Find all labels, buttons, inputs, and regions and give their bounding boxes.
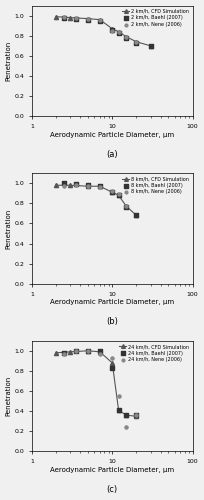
8 km/h, CFD Simulation bbox=[87, 183, 89, 189]
Y-axis label: Penetration: Penetration bbox=[6, 208, 12, 248]
2 km/h, Baehl (2007) bbox=[62, 14, 65, 22]
X-axis label: Aerodynamic Particle Diameter, μm: Aerodynamic Particle Diameter, μm bbox=[50, 467, 174, 473]
8 km/h, Baehl (2007) bbox=[111, 188, 114, 196]
Legend: 8 km/h, CFD Simulation, 8 km/h, Baehl (2007), 8 km/h, Nene (2006): 8 km/h, CFD Simulation, 8 km/h, Baehl (2… bbox=[121, 176, 190, 196]
8 km/h, Baehl (2007) bbox=[62, 179, 65, 187]
24 km/h, CFD Simulation bbox=[111, 360, 113, 366]
X-axis label: Aerodynamic Particle Diameter, μm: Aerodynamic Particle Diameter, μm bbox=[50, 300, 174, 306]
2 km/h, Baehl (2007) bbox=[98, 16, 101, 24]
2 km/h, CFD Simulation bbox=[135, 39, 138, 45]
2 km/h, Baehl (2007) bbox=[125, 34, 128, 42]
24 km/h, Nene (2006) bbox=[111, 354, 114, 362]
2 km/h, CFD Simulation bbox=[125, 34, 128, 40]
2 km/h, Nene (2006) bbox=[117, 28, 120, 36]
24 km/h, CFD Simulation bbox=[99, 349, 101, 355]
24 km/h, Baehl (2007) bbox=[125, 411, 128, 419]
8 km/h, Nene (2006) bbox=[111, 188, 114, 196]
8 km/h, CFD Simulation bbox=[111, 190, 113, 196]
Line: 8 km/h, CFD Simulation: 8 km/h, CFD Simulation bbox=[54, 183, 139, 218]
24 km/h, CFD Simulation bbox=[55, 350, 57, 356]
24 km/h, Baehl (2007) bbox=[117, 406, 120, 414]
24 km/h, CFD Simulation bbox=[87, 348, 89, 354]
24 km/h, Baehl (2007) bbox=[98, 347, 101, 355]
8 km/h, CFD Simulation bbox=[55, 182, 57, 188]
2 km/h, Nene (2006) bbox=[62, 12, 65, 20]
24 km/h, Nene (2006) bbox=[125, 424, 128, 432]
24 km/h, CFD Simulation bbox=[135, 413, 138, 419]
24 km/h, CFD Simulation bbox=[125, 412, 128, 418]
8 km/h, Nene (2006) bbox=[62, 182, 65, 190]
8 km/h, Nene (2006) bbox=[98, 183, 101, 191]
8 km/h, Nene (2006) bbox=[74, 181, 77, 189]
8 km/h, CFD Simulation bbox=[125, 204, 128, 210]
2 km/h, CFD Simulation bbox=[69, 14, 71, 20]
2 km/h, CFD Simulation bbox=[117, 28, 120, 34]
2 km/h, CFD Simulation bbox=[87, 16, 89, 22]
2 km/h, Nene (2006) bbox=[125, 33, 128, 41]
24 km/h, Baehl (2007) bbox=[74, 347, 77, 355]
Line: 2 km/h, CFD Simulation: 2 km/h, CFD Simulation bbox=[54, 14, 153, 48]
8 km/h, CFD Simulation bbox=[117, 192, 120, 198]
8 km/h, CFD Simulation bbox=[135, 212, 138, 218]
8 km/h, Baehl (2007) bbox=[125, 204, 128, 212]
Text: (c): (c) bbox=[107, 484, 118, 494]
Text: (b): (b) bbox=[106, 317, 118, 326]
24 km/h, Nene (2006) bbox=[98, 350, 101, 358]
Y-axis label: Penetration: Penetration bbox=[6, 41, 12, 81]
2 km/h, Nene (2006) bbox=[98, 16, 101, 24]
2 km/h, Nene (2006) bbox=[74, 14, 77, 22]
Text: (a): (a) bbox=[106, 150, 118, 158]
Y-axis label: Penetration: Penetration bbox=[6, 376, 12, 416]
Legend: 2 km/h, CFD Simulation, 2 km/h, Baehl (2007), 2 km/h, Nene (2006): 2 km/h, CFD Simulation, 2 km/h, Baehl (2… bbox=[121, 8, 190, 28]
2 km/h, CFD Simulation bbox=[149, 43, 152, 49]
24 km/h, CFD Simulation bbox=[69, 349, 71, 355]
2 km/h, CFD Simulation bbox=[111, 26, 113, 32]
24 km/h, Nene (2006) bbox=[74, 347, 77, 355]
24 km/h, Baehl (2007) bbox=[111, 364, 114, 372]
24 km/h, Nene (2006) bbox=[86, 347, 90, 355]
2 km/h, Baehl (2007) bbox=[74, 14, 77, 22]
8 km/h, Nene (2006) bbox=[125, 202, 128, 210]
24 km/h, Baehl (2007) bbox=[62, 349, 65, 357]
2 km/h, Baehl (2007) bbox=[86, 16, 90, 24]
8 km/h, CFD Simulation bbox=[99, 183, 101, 189]
X-axis label: Aerodynamic Particle Diameter, μm: Aerodynamic Particle Diameter, μm bbox=[50, 132, 174, 138]
2 km/h, Baehl (2007) bbox=[111, 26, 114, 34]
24 km/h, Nene (2006) bbox=[135, 411, 138, 419]
8 km/h, Nene (2006) bbox=[117, 190, 120, 198]
8 km/h, Baehl (2007) bbox=[135, 212, 138, 220]
2 km/h, Nene (2006) bbox=[135, 38, 138, 46]
8 km/h, Baehl (2007) bbox=[86, 181, 90, 189]
24 km/h, Nene (2006) bbox=[62, 350, 65, 358]
8 km/h, Baehl (2007) bbox=[117, 192, 120, 200]
2 km/h, CFD Simulation bbox=[55, 14, 57, 20]
Legend: 24 km/h, CFD Simulation, 24 km/h, Baehl (2007), 24 km/h, Nene (2006): 24 km/h, CFD Simulation, 24 km/h, Baehl … bbox=[118, 343, 190, 363]
24 km/h, Baehl (2007) bbox=[135, 411, 138, 419]
2 km/h, Nene (2006) bbox=[111, 26, 114, 34]
8 km/h, CFD Simulation bbox=[69, 182, 71, 188]
8 km/h, Nene (2006) bbox=[86, 182, 90, 190]
2 km/h, Baehl (2007) bbox=[149, 42, 152, 50]
8 km/h, Baehl (2007) bbox=[74, 180, 77, 188]
Line: 24 km/h, CFD Simulation: 24 km/h, CFD Simulation bbox=[54, 348, 139, 418]
8 km/h, Baehl (2007) bbox=[98, 182, 101, 190]
24 km/h, CFD Simulation bbox=[117, 407, 120, 413]
2 km/h, CFD Simulation bbox=[99, 16, 101, 22]
2 km/h, Baehl (2007) bbox=[117, 28, 120, 36]
24 km/h, Nene (2006) bbox=[117, 392, 120, 400]
2 km/h, Baehl (2007) bbox=[135, 39, 138, 47]
2 km/h, Nene (2006) bbox=[86, 14, 90, 22]
24 km/h, Baehl (2007) bbox=[86, 347, 90, 355]
